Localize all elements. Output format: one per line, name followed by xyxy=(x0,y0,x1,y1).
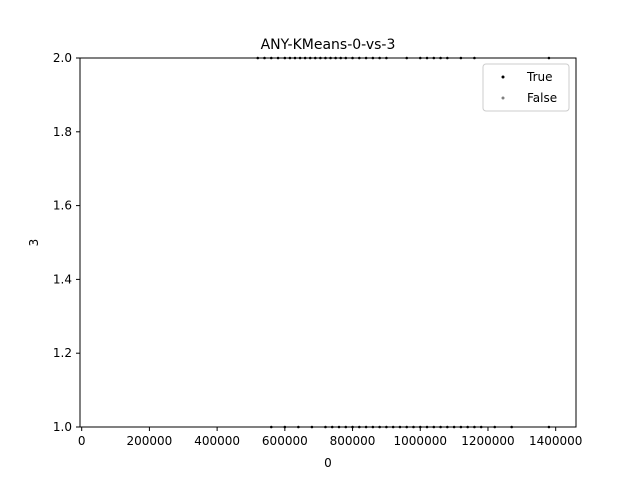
legend: True False xyxy=(482,63,570,112)
x-tick-label: 1400000 xyxy=(529,434,582,448)
y-axis: 1.0 1.2 1.4 1.6 1.8 2.0 xyxy=(53,51,80,434)
legend-marker-true xyxy=(501,75,505,79)
x-tick-label: 600000 xyxy=(262,434,308,448)
y-tick-label: 1.8 xyxy=(53,125,72,139)
legend-label-true: True xyxy=(526,70,553,84)
y-tick-label: 1.2 xyxy=(53,346,72,360)
y-tick-label: 1.4 xyxy=(53,272,72,286)
x-tick-label: 1000000 xyxy=(394,434,447,448)
axes-frame xyxy=(79,57,577,428)
y-tick-label: 1.0 xyxy=(53,420,72,434)
y-tick-label: 1.6 xyxy=(53,199,72,213)
y-tick-label: 2.0 xyxy=(53,51,72,65)
chart-title: ANY-KMeans-0-vs-3 xyxy=(261,37,396,53)
x-axis-label: 0 xyxy=(324,456,332,470)
x-tick-label: 0 xyxy=(78,434,86,448)
legend-label-false: False xyxy=(527,91,557,105)
legend-box xyxy=(482,63,570,112)
legend-marker-false xyxy=(501,96,505,100)
x-tick-label: 400000 xyxy=(194,434,240,448)
plot-area xyxy=(80,58,576,427)
x-axis: 0 200000 400000 600000 800000 1000000 1200000 1… xyxy=(78,427,582,448)
x-tick-label: 200000 xyxy=(126,434,172,448)
y-axis-label: 3 xyxy=(27,239,41,247)
x-tick-label: 800000 xyxy=(330,434,376,448)
x-tick-label: 1200000 xyxy=(461,434,514,448)
